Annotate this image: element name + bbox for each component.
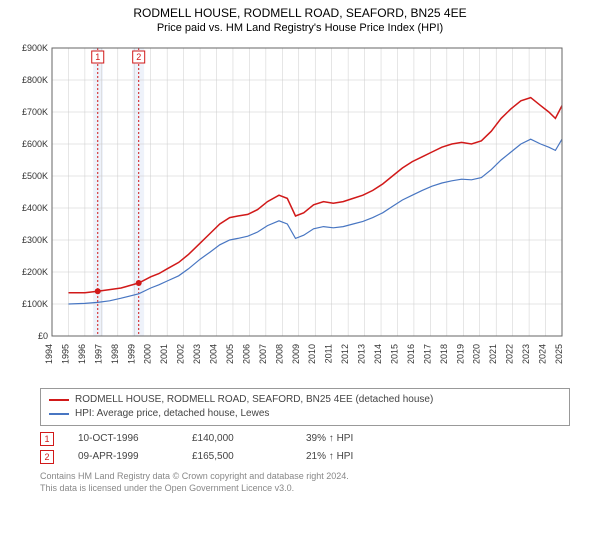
svg-text:2006: 2006	[241, 344, 251, 364]
svg-text:2021: 2021	[488, 344, 498, 364]
svg-text:2009: 2009	[291, 344, 301, 364]
marker-row: 2 09-APR-1999 £165,500 21% ↑ HPI	[40, 448, 570, 466]
svg-text:2012: 2012	[340, 344, 350, 364]
chart-subtitle: Price paid vs. HM Land Registry's House …	[0, 22, 600, 34]
svg-text:1996: 1996	[77, 344, 87, 364]
svg-text:£600K: £600K	[22, 139, 48, 149]
svg-text:£900K: £900K	[22, 43, 48, 53]
svg-text:2001: 2001	[159, 344, 169, 364]
svg-text:2022: 2022	[505, 344, 515, 364]
svg-text:2003: 2003	[192, 344, 202, 364]
chart-title: RODMELL HOUSE, RODMELL ROAD, SEAFORD, BN…	[0, 6, 600, 20]
svg-text:2011: 2011	[324, 344, 334, 363]
svg-text:2010: 2010	[307, 344, 317, 364]
svg-text:£300K: £300K	[22, 235, 48, 245]
svg-text:2020: 2020	[472, 344, 482, 364]
marker-badge-2: 2	[40, 450, 54, 464]
svg-text:2015: 2015	[389, 344, 399, 364]
svg-text:2016: 2016	[406, 344, 416, 364]
svg-text:£400K: £400K	[22, 203, 48, 213]
legend-label-0: RODMELL HOUSE, RODMELL ROAD, SEAFORD, BN…	[75, 393, 433, 407]
svg-text:£500K: £500K	[22, 171, 48, 181]
title-block: RODMELL HOUSE, RODMELL ROAD, SEAFORD, BN…	[0, 0, 600, 34]
svg-text:2014: 2014	[373, 344, 383, 364]
chart-svg: £0 £100K £200K £300K £400K £500K £600K £700K £80…	[10, 42, 570, 382]
svg-text:2002: 2002	[176, 344, 186, 364]
svg-text:2007: 2007	[258, 344, 268, 364]
marker-price: £165,500	[192, 448, 282, 466]
marker-badge-1: 1	[40, 432, 54, 446]
markers-table: 1 10-OCT-1996 £140,000 39% ↑ HPI 2 09-AP…	[40, 430, 570, 466]
svg-text:1994: 1994	[44, 344, 54, 364]
svg-text:2017: 2017	[422, 344, 432, 364]
chart-container: RODMELL HOUSE, RODMELL ROAD, SEAFORD, BN…	[0, 0, 600, 494]
attribution-line-2: This data is licensed under the Open Gov…	[40, 482, 570, 494]
svg-text:1999: 1999	[126, 344, 136, 364]
svg-text:2025: 2025	[554, 344, 564, 364]
legend-row: HPI: Average price, detached house, Lewe…	[49, 407, 561, 421]
svg-text:2018: 2018	[439, 344, 449, 364]
svg-text:2000: 2000	[143, 344, 153, 364]
legend-row: RODMELL HOUSE, RODMELL ROAD, SEAFORD, BN…	[49, 393, 561, 407]
attribution-line-1: Contains HM Land Registry data © Crown c…	[40, 470, 570, 482]
chart-plot-area: £0 £100K £200K £300K £400K £500K £600K £700K £80…	[10, 42, 570, 382]
marker-row: 1 10-OCT-1996 £140,000 39% ↑ HPI	[40, 430, 570, 448]
svg-text:1995: 1995	[60, 344, 70, 364]
marker-date: 10-OCT-1996	[78, 430, 168, 448]
svg-text:£800K: £800K	[22, 75, 48, 85]
svg-text:2023: 2023	[521, 344, 531, 364]
attribution-text: Contains HM Land Registry data © Crown c…	[40, 470, 570, 494]
legend-swatch-1	[49, 413, 69, 415]
svg-text:2013: 2013	[357, 344, 367, 364]
svg-text:£100K: £100K	[22, 299, 48, 309]
svg-text:2005: 2005	[225, 344, 235, 364]
svg-text:2008: 2008	[274, 344, 284, 364]
legend-box: RODMELL HOUSE, RODMELL ROAD, SEAFORD, BN…	[40, 388, 570, 426]
svg-text:2: 2	[136, 52, 141, 62]
svg-text:1997: 1997	[93, 344, 103, 364]
svg-text:2004: 2004	[209, 344, 219, 364]
marker-date: 09-APR-1999	[78, 448, 168, 466]
legend-swatch-0	[49, 399, 69, 401]
marker-delta: 21% ↑ HPI	[306, 448, 396, 466]
marker-price: £140,000	[192, 430, 282, 448]
svg-text:£200K: £200K	[22, 267, 48, 277]
svg-text:£0: £0	[38, 331, 48, 341]
svg-text:£700K: £700K	[22, 107, 48, 117]
svg-text:2024: 2024	[538, 344, 548, 364]
legend-label-1: HPI: Average price, detached house, Lewe…	[75, 407, 269, 421]
marker-delta: 39% ↑ HPI	[306, 430, 396, 448]
svg-text:1: 1	[95, 52, 100, 62]
svg-text:1998: 1998	[110, 344, 120, 364]
svg-text:2019: 2019	[455, 344, 465, 364]
